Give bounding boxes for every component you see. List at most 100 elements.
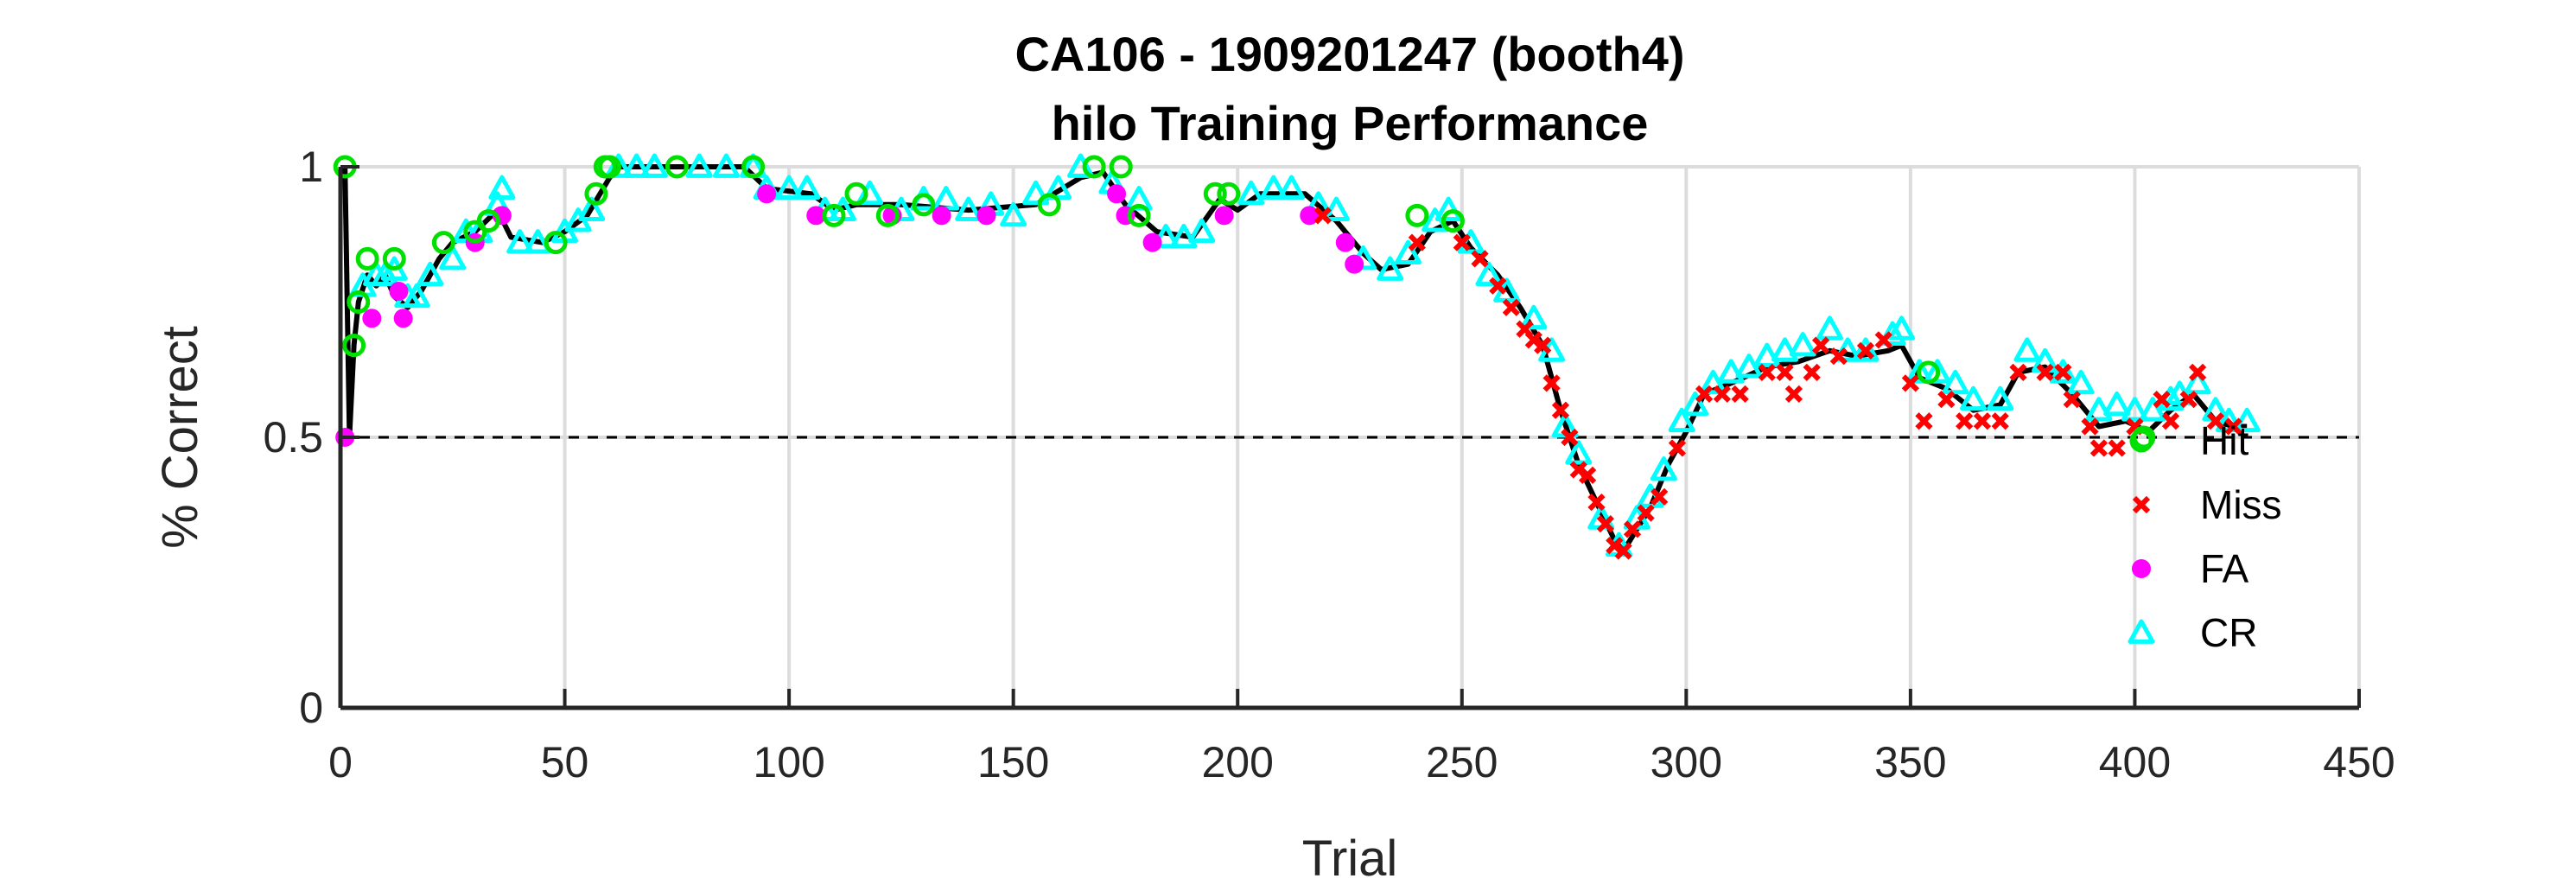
- miss-marker: [1874, 331, 1892, 349]
- miss-marker-stroke: [1713, 385, 1731, 404]
- cr-marker: [775, 175, 803, 200]
- miss-marker: [2036, 363, 2054, 382]
- cr-marker: [372, 261, 399, 287]
- miss-marker: [1408, 233, 1426, 251]
- miss-marker-stroke: [1606, 537, 1624, 555]
- cr-marker: [2067, 369, 2095, 395]
- fa-marker: [757, 184, 777, 204]
- cr-marker: [1650, 456, 1677, 481]
- legend-cr-marker: [2128, 619, 2155, 644]
- miss-marker-stroke: [2081, 417, 2099, 436]
- cr-marker: [1717, 359, 1745, 384]
- cr-marker: [1520, 304, 1548, 330]
- x-tick-label: 250: [1426, 738, 1498, 786]
- cr-marker: [2013, 337, 2041, 362]
- miss-marker-stroke: [2089, 439, 2109, 457]
- miss-marker: [2063, 391, 2081, 409]
- miss-marker: [2206, 412, 2225, 430]
- y-tick-label: 1: [299, 143, 323, 191]
- miss-marker: [1623, 520, 1642, 538]
- miss-marker-stroke: [2179, 391, 2198, 409]
- cr-marker: [1125, 186, 1153, 211]
- x-tick-label: 50: [541, 738, 589, 786]
- miss-marker-stroke: [1776, 363, 1794, 382]
- cr-marker: [1434, 196, 1462, 221]
- cr-marker: [578, 196, 606, 221]
- miss-marker: [1829, 347, 1848, 366]
- cr-marker: [1000, 201, 1027, 227]
- cr-marker: [1888, 315, 1916, 341]
- miss-marker: [1695, 385, 1714, 404]
- hit-marker: [544, 231, 568, 255]
- miss-marker-stroke: [1668, 439, 1687, 457]
- miss-marker: [2108, 439, 2126, 457]
- hit-marker: [1405, 203, 1429, 227]
- cr-marker: [1771, 337, 1799, 362]
- miss-marker: [1803, 363, 1821, 382]
- miss-marker-stroke: [1587, 493, 1606, 512]
- cr-marker: [1022, 180, 1050, 206]
- fa-marker: [389, 281, 409, 301]
- miss-marker: [1489, 277, 1507, 295]
- hit-marker: [431, 231, 455, 255]
- cr-marker: [2184, 369, 2211, 395]
- miss-marker-stroke: [1758, 363, 1776, 382]
- hit-marker: [597, 155, 621, 179]
- hit-marker: [741, 155, 766, 179]
- hit-marker: [347, 290, 371, 314]
- hit-marker: [1127, 203, 1151, 227]
- miss-marker: [1991, 412, 2009, 430]
- hit-marker: [1917, 360, 1941, 385]
- miss-marker: [2089, 439, 2109, 457]
- cr-marker: [1668, 407, 1695, 433]
- miss-marker: [1561, 428, 1579, 447]
- hit-marker: [584, 181, 608, 206]
- hit-marker: [912, 193, 936, 217]
- miss-marker: [2081, 417, 2099, 436]
- miss-marker-stroke: [1614, 542, 1632, 560]
- hit-marker: [1082, 155, 1106, 179]
- x-tick-label: 450: [2323, 738, 2395, 786]
- miss-marker: [1542, 374, 1561, 392]
- miss-marker: [1471, 250, 1489, 268]
- miss-marker: [1811, 336, 1830, 354]
- miss-marker: [1637, 504, 1655, 522]
- miss-marker-stroke: [2206, 412, 2225, 430]
- cr-marker: [439, 245, 467, 271]
- cr-marker: [1377, 256, 1404, 281]
- miss-marker: [2161, 412, 2180, 430]
- x-tick-label: 150: [977, 738, 1049, 786]
- miss-marker-stroke: [1408, 233, 1426, 251]
- hit-marker: [844, 181, 868, 206]
- miss-marker-stroke: [1569, 461, 1587, 479]
- hit-marker: [1203, 181, 1227, 206]
- miss-marker: [1668, 439, 1687, 457]
- miss-marker: [2179, 391, 2198, 409]
- fa-marker: [1335, 232, 1355, 252]
- hit-marker: [355, 246, 379, 271]
- cr-marker: [1475, 261, 1503, 287]
- miss-marker-stroke: [1551, 401, 1570, 419]
- miss-marker-stroke: [1561, 428, 1579, 447]
- miss-marker-stroke: [1489, 277, 1507, 295]
- x-tick-label: 0: [328, 738, 353, 786]
- cr-marker: [1960, 385, 1988, 411]
- miss-marker-stroke: [1534, 336, 1552, 354]
- x-tick-label: 300: [1651, 738, 1722, 786]
- miss-marker: [1313, 207, 1332, 225]
- miss-marker-stroke: [1811, 336, 1830, 354]
- miss-marker: [1784, 385, 1803, 404]
- miss-marker: [1915, 412, 1933, 430]
- legend-label-hit: Hit: [2200, 418, 2248, 463]
- x-tick-label: 350: [1874, 738, 1946, 786]
- cr-marker: [1260, 175, 1288, 200]
- cr-marker: [1278, 175, 1306, 200]
- cr-marker: [640, 153, 668, 178]
- miss-marker-stroke: [2054, 363, 2072, 382]
- y-tick-label: 0: [299, 684, 323, 732]
- cr-marker: [712, 153, 740, 178]
- x-tick-label: 400: [2099, 738, 2171, 786]
- miss-marker: [1937, 391, 1956, 409]
- cr-marker: [2085, 397, 2113, 422]
